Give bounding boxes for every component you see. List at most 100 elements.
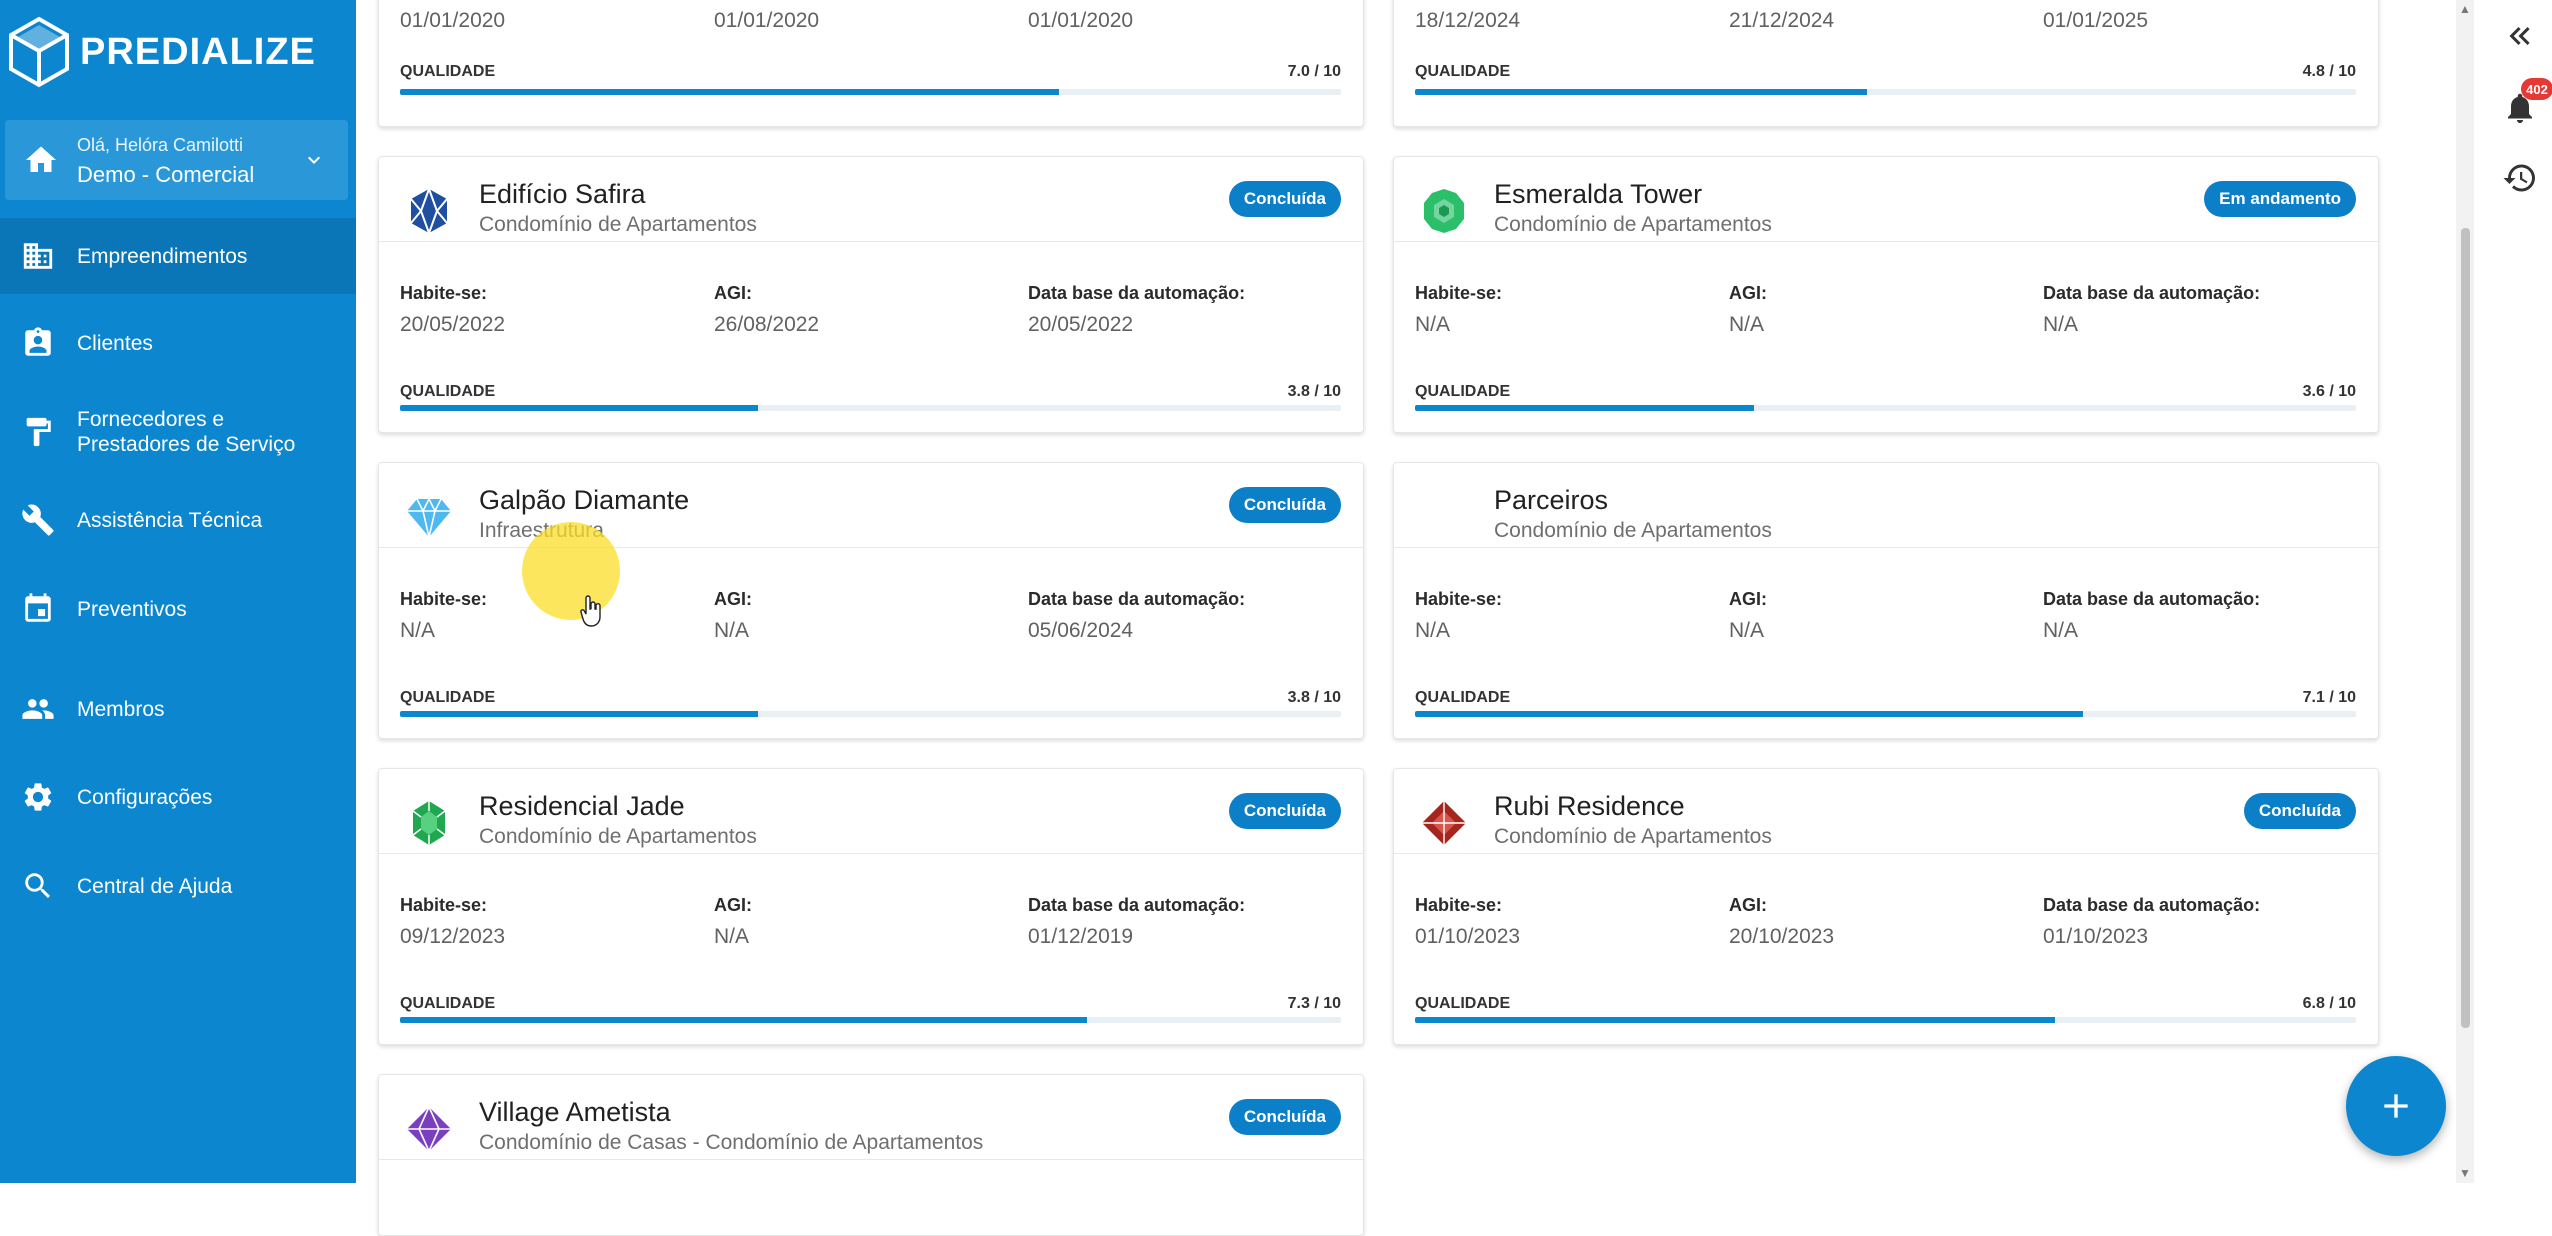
project-name: Village Ametista bbox=[479, 1097, 671, 1127]
history-button[interactable] bbox=[2502, 160, 2538, 196]
ruby-gem-icon bbox=[1422, 801, 1466, 845]
quality-bar bbox=[1415, 711, 2356, 717]
project-card[interactable]: 01/01/2020 01/01/2020 01/01/2020 QUALIDA… bbox=[378, 0, 1364, 127]
sidebar-item-label: Clientes bbox=[77, 331, 153, 355]
contact-card-icon bbox=[25, 327, 51, 356]
sidebar-item-clientes[interactable]: Clientes bbox=[0, 305, 356, 381]
sidebar-item-label: Membros bbox=[77, 697, 165, 721]
agi-label: AGI: bbox=[714, 589, 752, 609]
agi-label: AGI: bbox=[714, 895, 752, 915]
notifications-button[interactable] bbox=[2502, 90, 2538, 126]
hand-cursor-icon bbox=[580, 595, 601, 627]
plus-icon bbox=[2384, 1094, 2408, 1118]
quality-bar-fill bbox=[400, 1017, 1087, 1023]
project-type: Condomínio de Casas - Condomínio de Apar… bbox=[479, 1131, 984, 1154]
scrollbar-thumb[interactable] bbox=[2461, 228, 2470, 1028]
add-project-button[interactable] bbox=[2346, 1056, 2446, 1156]
agi-value: 21/12/2024 bbox=[1729, 9, 1835, 32]
project-card[interactable]: 18/12/2024 21/12/2024 01/01/2025 QUALIDA… bbox=[1393, 0, 2379, 127]
sidebar-item-empreendimentos[interactable]: Empreendimentos bbox=[0, 218, 356, 294]
project-type: Condomínio de Apartamentos bbox=[1494, 519, 1772, 542]
sidebar-item-central-ajuda[interactable]: Central de Ajuda bbox=[0, 848, 356, 924]
data-base-value: N/A bbox=[2043, 313, 2079, 336]
chevron-down-icon[interactable] bbox=[302, 148, 326, 172]
project-card[interactable]: Edifício Safira Condomínio de Apartament… bbox=[378, 156, 1364, 433]
project-name: Rubi Residence bbox=[1494, 791, 1685, 821]
quality-bar bbox=[400, 405, 1341, 411]
project-type: Condomínio de Apartamentos bbox=[1494, 213, 1772, 236]
project-card[interactable]: Rubi Residence Condomínio de Apartamento… bbox=[1393, 768, 2379, 1045]
habite-label: Habite-se: bbox=[400, 283, 488, 303]
calendar-icon bbox=[25, 593, 51, 622]
diamond-icon bbox=[407, 497, 451, 538]
quality-score: 6.8 / 10 bbox=[2302, 995, 2356, 1012]
project-type: Condomínio de Apartamentos bbox=[479, 213, 757, 236]
data-base-label: Data base da automação: bbox=[2043, 589, 2261, 609]
quality-label: QUALIDADE bbox=[1415, 383, 1511, 400]
agi-value: N/A bbox=[714, 925, 750, 948]
habite-value: N/A bbox=[400, 619, 436, 642]
card-divider bbox=[379, 547, 1363, 548]
quality-label: QUALIDADE bbox=[400, 383, 496, 400]
sidebar-item-label: Empreendimentos bbox=[77, 244, 248, 268]
habite-value: 20/05/2022 bbox=[400, 313, 506, 336]
card-divider bbox=[1394, 547, 2378, 548]
collapse-panel-button[interactable] bbox=[2502, 18, 2538, 54]
data-base-value: 01/12/2019 bbox=[1028, 925, 1134, 948]
scroll-down-icon[interactable]: ▼ bbox=[2459, 1166, 2471, 1180]
emerald-gem-icon bbox=[1424, 189, 1464, 233]
quality-bar-fill bbox=[400, 89, 1059, 95]
habite-label: Habite-se: bbox=[1415, 589, 1503, 609]
quality-bar bbox=[1415, 1017, 2356, 1023]
data-base-value: 01/01/2020 bbox=[1028, 9, 1134, 32]
paint-roller-icon bbox=[26, 417, 51, 447]
scroll-up-icon[interactable]: ▲ bbox=[2459, 2, 2471, 16]
agi-value: 26/08/2022 bbox=[714, 313, 820, 336]
sapphire-gem-icon bbox=[410, 188, 448, 234]
project-card[interactable]: Galpão Diamante Infraestrutura Concluída… bbox=[378, 462, 1364, 739]
data-base-value: 05/06/2024 bbox=[1028, 619, 1134, 642]
project-card[interactable]: Residencial Jade Condomínio de Apartamen… bbox=[378, 768, 1364, 1045]
data-base-label: Data base da automação: bbox=[2043, 895, 2261, 915]
quality-score: 4.8 / 10 bbox=[2302, 63, 2356, 80]
habite-label: Habite-se: bbox=[1415, 283, 1503, 303]
habite-value: 01/01/2020 bbox=[400, 9, 506, 32]
agi-label: AGI: bbox=[1729, 895, 1767, 915]
project-card[interactable]: Parceiros Condomínio de Apartamentos Hab… bbox=[1393, 462, 2379, 739]
user-greeting: Olá, Helóra Camilotti bbox=[77, 135, 244, 155]
account-switcher[interactable]: Olá, Helóra Camilotti Demo - Comercial bbox=[5, 120, 348, 200]
card-divider bbox=[379, 1159, 1363, 1160]
data-base-value: N/A bbox=[2043, 619, 2079, 642]
project-type: Condomínio de Apartamentos bbox=[479, 825, 757, 848]
people-icon bbox=[22, 699, 54, 719]
quality-bar-fill bbox=[1415, 711, 2084, 717]
sidebar-item-assistencia[interactable]: Assistência Técnica bbox=[0, 482, 356, 558]
sidebar-item-label: Preventivos bbox=[77, 597, 187, 621]
sidebar-item-membros[interactable]: Membros bbox=[0, 671, 356, 747]
status-badge: Concluída bbox=[2243, 793, 2356, 829]
search-icon bbox=[25, 873, 51, 899]
habite-label: Habite-se: bbox=[400, 895, 488, 915]
project-card[interactable]: Village Ametista Condomínio de Casas - C… bbox=[378, 1074, 1364, 1236]
project-name: Edifício Safira bbox=[479, 179, 646, 209]
sidebar-item-configuracoes[interactable]: Configurações bbox=[0, 759, 356, 835]
sidebar: PREDIALIZE Olá, Helóra Camilotti Demo - … bbox=[0, 0, 356, 1183]
quality-label: QUALIDADE bbox=[1415, 63, 1511, 80]
jade-gem-icon bbox=[412, 801, 446, 845]
project-card[interactable]: Esmeralda Tower Condomínio de Apartament… bbox=[1393, 156, 2379, 433]
sidebar-item-fornecedores[interactable]: Fornecedores e Prestadores de Serviço bbox=[0, 392, 356, 472]
status-badge: Concluída bbox=[1228, 1099, 1341, 1135]
agi-value: 01/01/2020 bbox=[714, 9, 820, 32]
sidebar-item-preventivos[interactable]: Preventivos bbox=[0, 571, 356, 647]
quality-bar-fill bbox=[400, 405, 758, 411]
brand-logo[interactable]: PREDIALIZE bbox=[8, 14, 316, 90]
quality-score: 3.8 / 10 bbox=[1287, 383, 1341, 400]
quality-bar-fill bbox=[1415, 405, 1754, 411]
agi-label: AGI: bbox=[1729, 283, 1767, 303]
wrench-icon bbox=[22, 504, 54, 536]
notification-count-badge: 402 bbox=[2521, 78, 2552, 100]
habite-value: 18/12/2024 bbox=[1415, 9, 1521, 32]
data-base-value: 01/10/2023 bbox=[2043, 925, 2149, 948]
quality-score: 3.8 / 10 bbox=[1287, 689, 1341, 706]
sidebar-item-label: Central de Ajuda bbox=[77, 874, 233, 898]
